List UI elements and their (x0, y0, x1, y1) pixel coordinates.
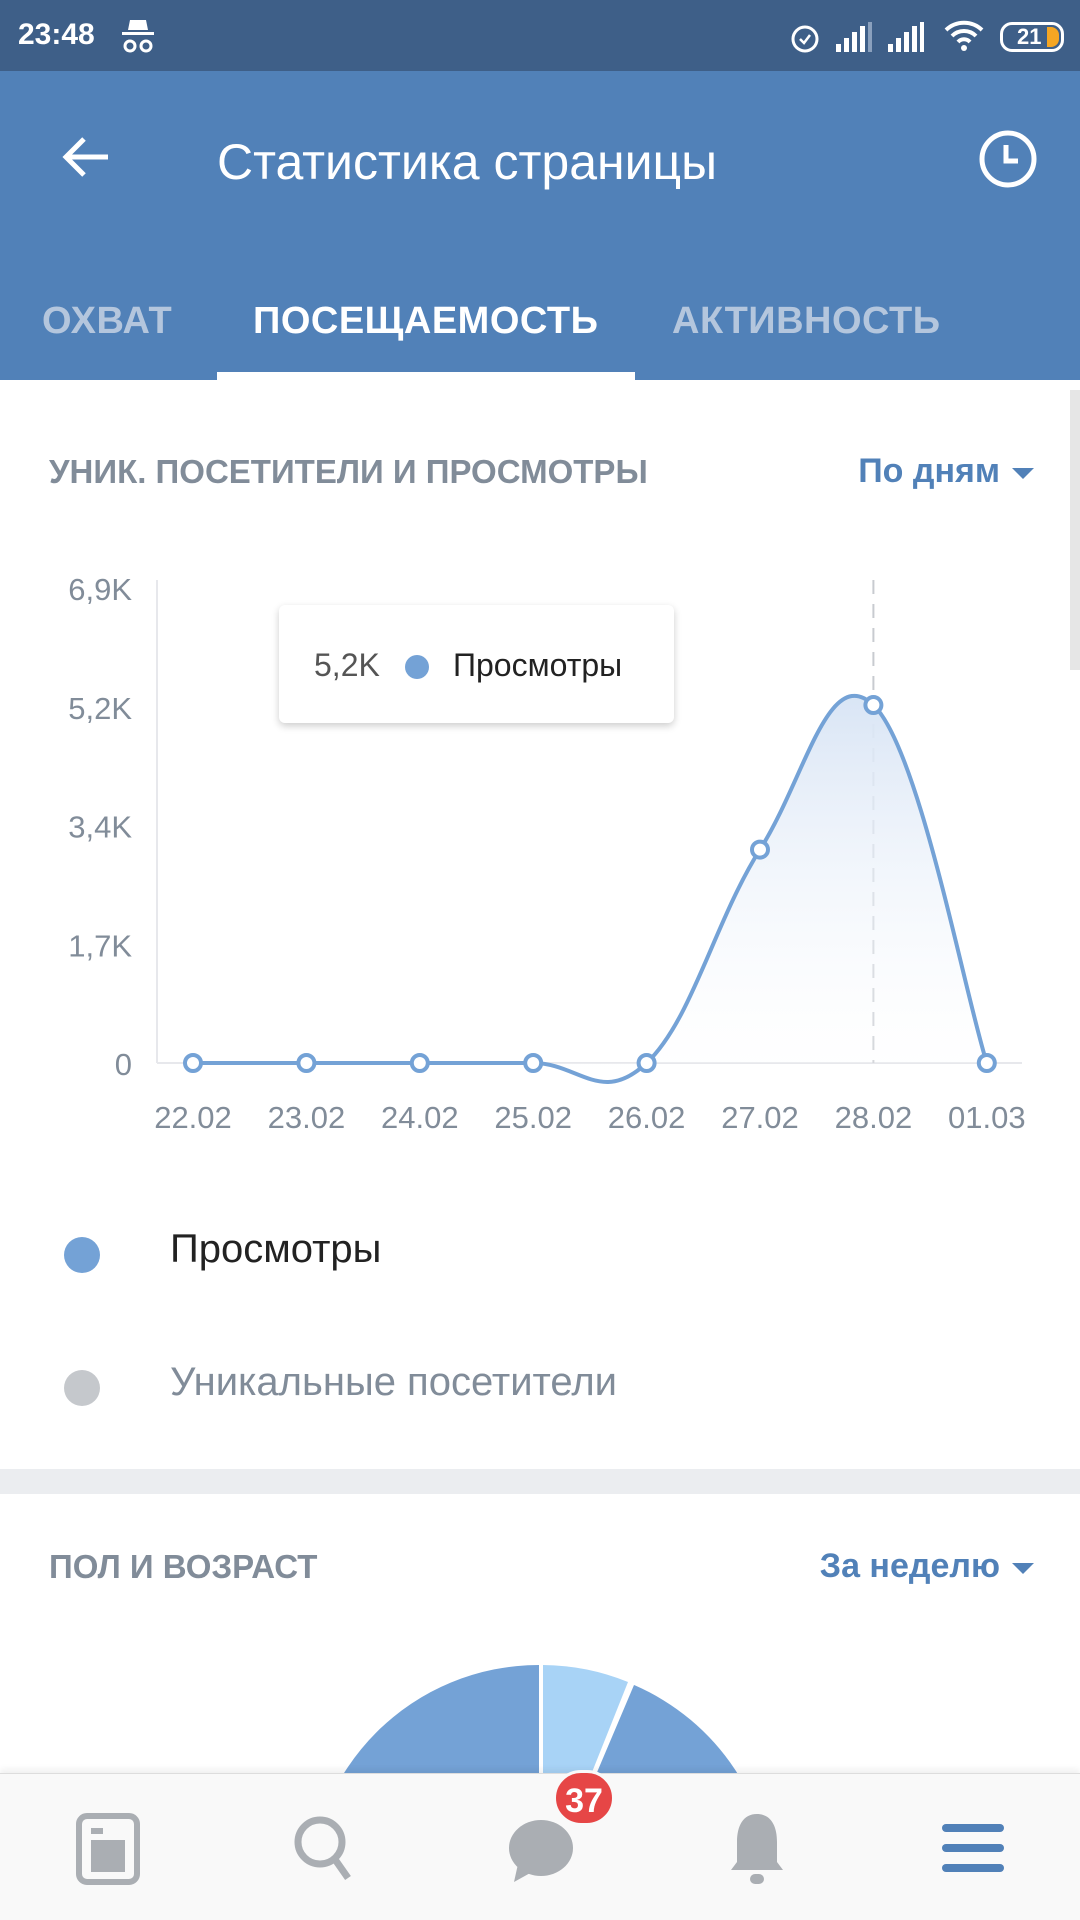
clock-icon[interactable] (978, 129, 1038, 189)
caret-down-icon (1012, 1562, 1034, 1574)
incognito-icon (122, 20, 154, 53)
legend-dot (64, 1237, 100, 1273)
menu-icon[interactable] (928, 1804, 1018, 1894)
legend-dot (64, 1370, 100, 1406)
y-tick-label: 0 (115, 1047, 132, 1082)
data-point (636, 1053, 657, 1073)
search-icon[interactable] (280, 1804, 370, 1894)
battery-icon: 21 (1000, 22, 1064, 52)
app-header: Статистика страницы ОХВАТ ПОСЕЩАЕМОСТЬ А… (0, 71, 1080, 380)
y-tick-label: 3,4K (68, 810, 132, 845)
section-title: ПОЛ И ВОЗРАСТ (49, 1548, 318, 1585)
bell-icon[interactable] (712, 1804, 802, 1894)
section-title: УНИК. ПОСЕТИТЕЛИ И ПРОСМОТРЫ (49, 453, 648, 490)
y-tick-label: 1,7K (68, 928, 132, 963)
wifi-icon (944, 20, 984, 51)
data-point (409, 1053, 430, 1073)
x-tick-label: 26.02 (608, 1100, 686, 1135)
arrow-left-icon[interactable] (58, 129, 114, 185)
signal-icon-2 (888, 22, 924, 52)
status-bar: 23:48 21 (0, 0, 1080, 71)
news-icon[interactable] (63, 1804, 153, 1894)
status-time: 23:48 (18, 18, 95, 51)
battery-level: 21 (1017, 24, 1042, 49)
legend-label: Просмотры (170, 1227, 382, 1271)
x-tick-label: 27.02 (721, 1100, 799, 1135)
pie-slice (543, 1665, 628, 1773)
y-tick-label: 5,2K (68, 691, 132, 726)
period-dropdown[interactable]: За неделю (820, 1547, 1034, 1586)
x-tick-label: 24.02 (381, 1100, 459, 1135)
period-label: За неделю (819, 1547, 1000, 1585)
tab-bar: ОХВАТ ПОСЕЩАЕМОСТЬ АКТИВНОСТЬ (0, 286, 1080, 380)
y-tick-label: 6,9K (68, 572, 132, 607)
x-tick-label: 28.02 (835, 1100, 913, 1135)
tooltip-dot (405, 655, 429, 679)
legend-label: Уникальные посетители (170, 1360, 618, 1404)
scrollbar[interactable] (1070, 390, 1080, 670)
x-tick-label: 22.02 (154, 1100, 232, 1135)
tab-reach[interactable]: ОХВАТ (42, 300, 173, 342)
data-point (183, 1053, 203, 1073)
active-tab-indicator (217, 372, 635, 380)
period-label: По дням (858, 452, 1000, 490)
data-point (296, 1053, 317, 1073)
views-chart: 0 1,7K 3,4K 5,2K 6,9K 22.02 23.02 24.02 25.02 26.… (68, 572, 1026, 1135)
data-point (976, 1053, 997, 1073)
tab-attendance[interactable]: ПОСЕЩАЕМОСТЬ (253, 300, 599, 342)
tooltip-series: Просмотры (453, 647, 623, 683)
messages-badge: 37 (553, 1770, 615, 1826)
x-tick-label: 01.03 (948, 1100, 1026, 1135)
x-tick-label: 25.02 (494, 1100, 572, 1135)
page-title: Статистика страницы (217, 134, 718, 190)
period-dropdown[interactable]: По дням (858, 452, 1034, 491)
pie-slice (344, 1665, 539, 1773)
bottom-nav (0, 1773, 1080, 1920)
data-point (750, 839, 770, 860)
gender-age-pie (344, 1665, 738, 1773)
x-tick-label: 23.02 (268, 1100, 346, 1135)
gender-age-card: ПОЛ И ВОЗРАСТ За неделю (0, 1494, 1080, 1794)
signal-icon (836, 22, 872, 52)
chart-tooltip: 5,2K Просмотры (279, 605, 674, 723)
alarm-icon (791, 25, 819, 53)
caret-down-icon (1012, 467, 1034, 479)
series-area (193, 695, 987, 1082)
series-line (192, 694, 989, 1084)
tooltip-value: 5,2K (314, 647, 380, 683)
messages-icon[interactable] (496, 1804, 586, 1894)
tab-activity[interactable]: АКТИВНОСТЬ (672, 300, 941, 342)
pie-slice (596, 1685, 738, 1773)
data-point (523, 1053, 544, 1073)
data-point (863, 695, 884, 716)
